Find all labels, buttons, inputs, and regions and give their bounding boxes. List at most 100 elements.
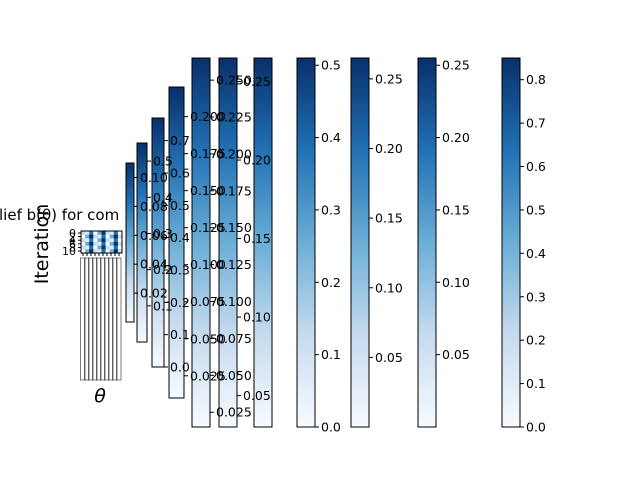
colorbar: [296, 57, 316, 428]
heatmap-cell: [117, 231, 123, 235]
colorbar-tick-label: 0.05: [375, 350, 403, 365]
colorbar: [350, 57, 370, 428]
heatmap-cell: [89, 249, 94, 254]
colorbar-frame: [501, 57, 521, 428]
heatmap-y-tick-label: 0: [69, 227, 76, 240]
chart-title: lief b(θ) for com: [0, 206, 119, 224]
colorbar-tick-label: 0.15: [442, 202, 470, 217]
colorbar-tick-label: 0.150: [190, 183, 226, 198]
heatmap-cell: [81, 231, 86, 235]
heatmap-cell: [101, 231, 106, 235]
colorbar-tick-label: 0.150: [216, 220, 252, 235]
heatmap-cell: [117, 249, 123, 254]
colorbar-frame: [417, 57, 437, 428]
heatmap-cell: [109, 238, 115, 243]
heatmap-cell: [113, 234, 119, 239]
colorbar-tick-label: 0.6: [170, 165, 190, 180]
colorbar-tick-label: 0.25: [375, 71, 403, 86]
colorbar-tick-label: 0.5: [526, 202, 546, 217]
colorbar-ticks: 0.0 0.1 0.2 0.3 0.4 0.5 0.6 0.7: [164, 133, 190, 375]
colorbar-ticks: 0.0 0.1 0.2 0.3 0.4 0.5 0.6 0.7 0.8: [520, 72, 546, 435]
heatmap-x-tick-label: [84, 257, 90, 381]
colorbar-tick-label: 0.100: [190, 257, 226, 272]
heatmap-cell: [101, 249, 106, 254]
colorbar-tick-label: 0.5: [321, 58, 341, 73]
colorbar-tick-label: 0.050: [216, 368, 252, 383]
colorbar-gradient: [351, 58, 369, 427]
colorbar-tick-label: 0.10: [375, 280, 403, 295]
colorbar-tick-label: 0.4: [153, 190, 173, 205]
heatmap-cell: [97, 249, 102, 254]
colorbar-frame: [350, 57, 370, 428]
heatmap-cell: [101, 245, 106, 250]
heatmap-cell: [81, 245, 86, 250]
colorbar-tick-label: 0.5: [153, 154, 173, 169]
colorbar-tick-label: 0.0: [526, 420, 546, 435]
heatmap-cell: [101, 242, 106, 246]
heatmap-cell: [105, 238, 110, 243]
colorbar-tick-label: 0.0: [321, 420, 341, 435]
heatmap-x-tick-label: [96, 257, 102, 381]
colorbar-gradient: [152, 118, 164, 367]
heatmap-cell: [93, 238, 98, 243]
colorbar-ticks: 0.025 0.050 0.075 0.100 0.125 0.150 0.175 0.200: [184, 109, 226, 383]
colorbar-ticks: 0.05 0.10 0.15 0.20 0.25: [237, 74, 271, 403]
heatmap-x-tick-label: [104, 257, 110, 381]
colorbar-tick-label: 0.7: [526, 116, 546, 131]
heatmap-y-tick-label: 2: [69, 231, 76, 244]
colorbar-gradient: [254, 58, 272, 427]
heatmap-cell: [93, 245, 98, 250]
colorbar-tick-label: 0.2: [321, 275, 341, 290]
colorbar-frame: [136, 142, 148, 343]
heatmap-cell: [117, 242, 123, 246]
heatmap-cell: [113, 231, 119, 235]
heatmap-cell: [93, 249, 98, 254]
colorbar-tick-label: 0.05: [243, 388, 271, 403]
colorbar-gradient: [502, 58, 520, 427]
colorbar-tick-label: 0.050: [190, 331, 226, 346]
colorbar: [151, 117, 165, 368]
colorbar-tick-label: 0.20: [375, 141, 403, 156]
heatmap-cell: [97, 238, 102, 243]
colorbar-tick-label: 0.25: [442, 58, 470, 73]
colorbar-ticks: 0.05 0.10 0.15 0.20 0.25: [369, 71, 403, 365]
heatmap-frame: [80, 230, 123, 254]
colorbars: 0.020.040.060.080.100.10.20.30.40.50.00.…: [125, 57, 546, 435]
colorbar-tick-label: 0.5: [170, 198, 190, 213]
colorbar-tick-label: 0.175: [190, 146, 226, 161]
heatmap-cell: [105, 245, 110, 250]
heatmap-cell: [117, 245, 123, 250]
colorbar-tick-label: 0.075: [216, 331, 252, 346]
colorbar-gradient: [137, 143, 147, 342]
heatmap-cell: [85, 231, 90, 235]
colorbar-gradient: [219, 58, 237, 427]
heatmap-cell: [117, 238, 123, 243]
heatmap-x-ticks: [80, 253, 122, 381]
heatmap-x-tick-label: [92, 257, 98, 381]
colorbar-frame: [151, 117, 165, 368]
colorbar-frame: [253, 57, 273, 428]
colorbar: [191, 57, 211, 428]
heatmap-cell: [109, 245, 115, 250]
colorbar-tick-label: 0.4: [170, 230, 190, 245]
colorbar-tick-label: 0.02: [140, 286, 168, 301]
colorbar-tick-label: 0.0: [170, 360, 190, 375]
colorbar-tick-label: 0.04: [140, 257, 168, 272]
colorbar-tick-label: 0.075: [190, 294, 226, 309]
colorbar: [501, 57, 521, 428]
colorbar-ticks: 0.0 0.1 0.2 0.3 0.4 0.5: [315, 58, 341, 435]
colorbar: [417, 57, 437, 428]
heatmap-cell: [93, 234, 98, 239]
colorbar-tick-label: 0.4: [526, 246, 546, 261]
colorbar-tick-label: 0.025: [190, 368, 226, 383]
heatmap-cells: [81, 231, 123, 254]
heatmap-cell: [109, 242, 115, 246]
colorbar-tick-label: 0.3: [170, 262, 190, 277]
heatmap-cell: [97, 231, 102, 235]
colorbar-tick-label: 0.06: [140, 228, 168, 243]
heatmap-y-tick-label: 10: [62, 245, 76, 258]
colorbar-tick-label: 0.20: [243, 153, 271, 168]
